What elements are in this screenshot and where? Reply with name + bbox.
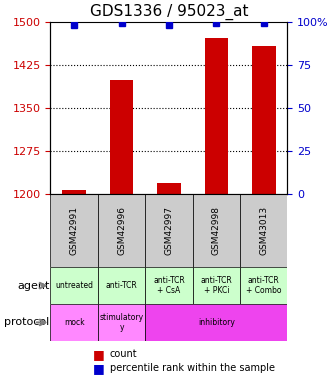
- Text: ■: ■: [93, 362, 105, 375]
- Text: GSM42997: GSM42997: [165, 206, 173, 255]
- FancyBboxPatch shape: [98, 304, 145, 341]
- FancyBboxPatch shape: [193, 194, 240, 267]
- Bar: [204, 38, 228, 194]
- Text: GSM43013: GSM43013: [259, 206, 268, 255]
- Bar: [62, 189, 86, 194]
- Text: mock: mock: [64, 318, 85, 327]
- Text: anti-TCR
+ PKCi: anti-TCR + PKCi: [200, 276, 232, 295]
- Text: protocol: protocol: [4, 317, 50, 327]
- FancyBboxPatch shape: [145, 267, 193, 304]
- FancyBboxPatch shape: [50, 267, 98, 304]
- FancyBboxPatch shape: [145, 194, 193, 267]
- FancyBboxPatch shape: [145, 304, 287, 341]
- FancyBboxPatch shape: [240, 194, 287, 267]
- Text: anti-TCR
+ Combo: anti-TCR + Combo: [246, 276, 281, 295]
- Text: untreated: untreated: [55, 281, 93, 290]
- Text: GSM42991: GSM42991: [70, 206, 79, 255]
- Text: agent: agent: [17, 280, 50, 291]
- FancyBboxPatch shape: [98, 267, 145, 304]
- FancyBboxPatch shape: [50, 304, 98, 341]
- FancyBboxPatch shape: [240, 267, 287, 304]
- Text: inhibitory: inhibitory: [198, 318, 235, 327]
- Text: percentile rank within the sample: percentile rank within the sample: [110, 363, 275, 373]
- FancyBboxPatch shape: [98, 194, 145, 267]
- Text: anti-TCR: anti-TCR: [106, 281, 138, 290]
- FancyBboxPatch shape: [50, 194, 98, 267]
- Text: stimulatory
y: stimulatory y: [100, 313, 144, 332]
- Text: count: count: [110, 350, 138, 359]
- Text: ■: ■: [93, 348, 105, 361]
- Text: anti-TCR
+ CsA: anti-TCR + CsA: [153, 276, 185, 295]
- Bar: [252, 46, 276, 194]
- Text: GSM42998: GSM42998: [212, 206, 221, 255]
- Bar: [110, 80, 134, 194]
- Title: GDS1336 / 95023_at: GDS1336 / 95023_at: [90, 4, 248, 20]
- Bar: [157, 183, 181, 194]
- Text: GSM42996: GSM42996: [117, 206, 126, 255]
- FancyBboxPatch shape: [193, 267, 240, 304]
